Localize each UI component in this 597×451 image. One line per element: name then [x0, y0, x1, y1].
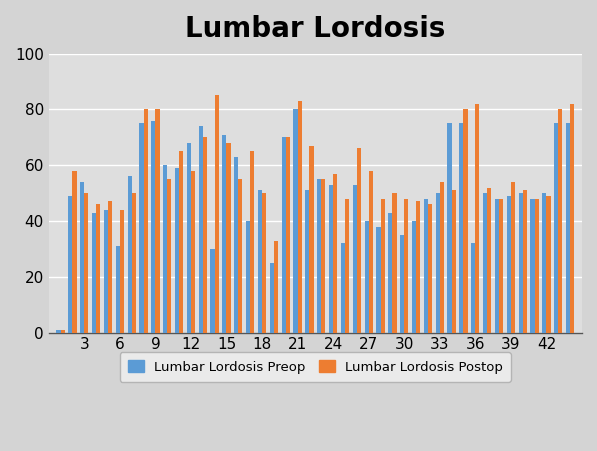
Bar — [163, 165, 167, 332]
Bar — [234, 157, 238, 332]
Bar — [329, 185, 333, 332]
Bar — [416, 202, 420, 332]
Bar — [270, 263, 274, 332]
Bar — [262, 193, 266, 332]
Bar — [369, 171, 373, 332]
Bar — [143, 110, 147, 332]
Bar — [211, 249, 215, 332]
Bar — [404, 199, 408, 332]
Bar — [412, 221, 416, 332]
Bar — [282, 138, 286, 332]
Bar — [321, 179, 325, 332]
Bar — [519, 193, 523, 332]
Bar — [57, 330, 60, 332]
Bar — [463, 110, 467, 332]
Bar — [440, 182, 444, 332]
Bar — [448, 124, 452, 332]
Bar — [570, 104, 574, 332]
Bar — [495, 199, 499, 332]
Bar — [392, 193, 396, 332]
Bar — [250, 151, 254, 332]
Bar — [471, 243, 475, 332]
Bar — [305, 190, 309, 332]
Bar — [546, 196, 550, 332]
Bar — [554, 124, 558, 332]
Bar — [400, 235, 404, 332]
Bar — [523, 190, 527, 332]
Bar — [353, 185, 357, 332]
Bar — [452, 190, 456, 332]
Bar — [357, 148, 361, 332]
Bar — [258, 190, 262, 332]
Bar — [72, 171, 76, 332]
Bar — [388, 212, 392, 332]
Bar — [139, 124, 143, 332]
Bar — [132, 193, 136, 332]
Bar — [222, 134, 226, 332]
Bar — [68, 196, 72, 332]
Bar — [428, 204, 432, 332]
Bar — [286, 138, 290, 332]
Bar — [566, 124, 570, 332]
Bar — [376, 226, 380, 332]
Bar — [199, 126, 203, 332]
Bar — [84, 193, 88, 332]
Bar — [203, 138, 207, 332]
Bar — [167, 179, 171, 332]
Bar — [534, 199, 538, 332]
Bar — [487, 188, 491, 332]
Bar — [333, 174, 337, 332]
Bar — [128, 176, 132, 332]
Bar — [151, 120, 155, 332]
Bar — [108, 202, 112, 332]
Bar — [511, 182, 515, 332]
Bar — [483, 193, 487, 332]
Bar — [475, 104, 479, 332]
Bar — [459, 124, 463, 332]
Bar — [116, 246, 120, 332]
Bar — [226, 143, 230, 332]
Title: Lumbar Lordosis: Lumbar Lordosis — [185, 15, 445, 43]
Bar — [542, 193, 546, 332]
Legend: Lumbar Lordosis Preop, Lumbar Lordosis Postop: Lumbar Lordosis Preop, Lumbar Lordosis P… — [120, 353, 511, 382]
Bar — [120, 210, 124, 332]
Bar — [274, 240, 278, 332]
Bar — [155, 110, 159, 332]
Bar — [246, 221, 250, 332]
Bar — [297, 101, 301, 332]
Bar — [187, 143, 191, 332]
Bar — [436, 193, 440, 332]
Bar — [104, 210, 108, 332]
Bar — [345, 199, 349, 332]
Bar — [92, 212, 96, 332]
Bar — [558, 110, 562, 332]
Bar — [380, 199, 384, 332]
Bar — [60, 330, 64, 332]
Bar — [96, 204, 100, 332]
Bar — [309, 146, 313, 332]
Bar — [238, 179, 242, 332]
Bar — [365, 221, 369, 332]
Bar — [80, 182, 84, 332]
Bar — [317, 179, 321, 332]
Bar — [179, 151, 183, 332]
Bar — [499, 199, 503, 332]
Bar — [191, 171, 195, 332]
Bar — [341, 243, 345, 332]
Bar — [531, 199, 534, 332]
Bar — [294, 110, 297, 332]
Bar — [175, 168, 179, 332]
Bar — [424, 199, 428, 332]
Bar — [215, 96, 219, 332]
Bar — [507, 196, 511, 332]
